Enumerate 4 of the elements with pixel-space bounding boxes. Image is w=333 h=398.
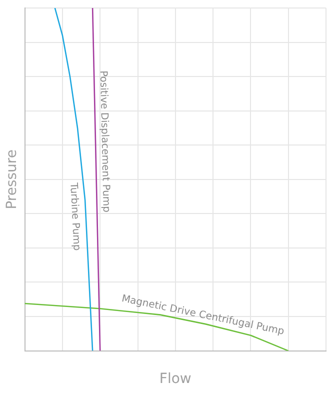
y-axis-title: Pressure — [4, 150, 20, 210]
x-axis-title: Flow — [159, 371, 192, 388]
text: Turbine Pump — [68, 181, 82, 251]
text: Positive Displacement Pump — [97, 70, 112, 213]
